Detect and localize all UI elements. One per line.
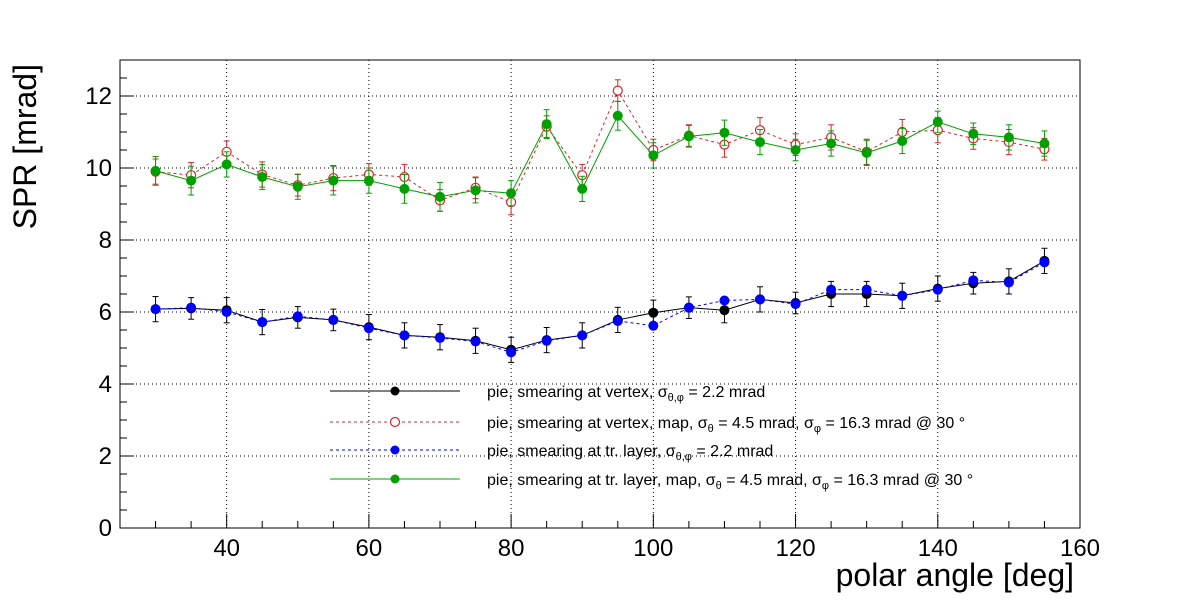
data-point	[577, 330, 588, 341]
data-point	[719, 295, 730, 306]
data-point	[719, 305, 730, 316]
data-point	[328, 175, 339, 186]
legend-label: pie, smearing at vertex, map, σθ = 4.5 m…	[487, 415, 965, 435]
data-point	[968, 275, 979, 286]
data-point	[932, 284, 943, 295]
data-point	[150, 165, 161, 176]
data-point	[968, 128, 979, 139]
x-tick-label: 80	[498, 535, 525, 562]
legend: pie, smearing at vertex, σθ,φ = 2.2 mrad…	[330, 384, 973, 492]
x-tick-label: 40	[213, 535, 240, 562]
series-line	[155, 89, 1045, 203]
data-point	[790, 145, 801, 155]
data-point	[1039, 257, 1050, 268]
data-point	[470, 336, 481, 347]
grid	[120, 60, 1080, 528]
data-point	[292, 311, 303, 322]
x-tick-label: 160	[1060, 535, 1100, 562]
data-point	[399, 330, 410, 341]
data-point	[363, 323, 374, 334]
series-line	[155, 261, 1045, 353]
legend-marker	[390, 445, 400, 455]
data-point	[363, 175, 374, 186]
x-tick-label: 120	[776, 535, 816, 562]
y-axis-label: SPR [mrad]	[7, 64, 43, 229]
data-point	[257, 172, 268, 182]
legend-label: pie, smearing at tr. layer, σθ,φ = 2.2 m…	[487, 443, 773, 463]
data-point	[790, 299, 801, 310]
data-point	[648, 320, 659, 331]
data-point	[826, 284, 837, 295]
data-point	[186, 302, 197, 313]
y-tick-label: 12	[85, 83, 112, 110]
x-axis-label: polar angle [deg]	[836, 557, 1074, 593]
data-point	[861, 284, 872, 295]
series-1	[150, 247, 1050, 363]
data-point	[541, 335, 552, 346]
data-point	[577, 183, 588, 194]
y-tick-label: 10	[85, 155, 112, 182]
data-point	[435, 332, 445, 343]
data-point	[1039, 138, 1050, 149]
data-point	[435, 191, 445, 202]
data-point	[292, 181, 303, 192]
series-layer	[150, 79, 1050, 363]
data-point	[648, 150, 659, 161]
axis-ticks: 40 60 80 100 120 140 160 0 2 4 6 8 10 12	[85, 77, 1100, 562]
data-point	[399, 183, 410, 194]
series-4	[150, 100, 1050, 212]
legend-label: pie, smearing at tr. layer, map, σθ = 4.…	[487, 472, 973, 492]
data-point	[683, 131, 694, 142]
y-tick-label: 2	[99, 443, 112, 470]
y-tick-label: 0	[99, 515, 112, 542]
x-tick-label: 100	[633, 535, 673, 562]
data-point	[506, 347, 517, 358]
data-point	[328, 314, 339, 325]
series-line	[155, 114, 1045, 198]
data-point	[221, 307, 232, 317]
legend-marker	[390, 386, 400, 396]
data-point	[648, 307, 659, 318]
y-tick-label: 4	[99, 371, 112, 398]
data-point	[612, 316, 623, 326]
data-point	[186, 175, 197, 186]
series-2	[150, 79, 1050, 216]
data-point	[932, 116, 943, 127]
data-point	[470, 185, 481, 196]
x-tick-label: 60	[356, 535, 383, 562]
data-point	[506, 188, 517, 199]
data-point	[897, 290, 908, 301]
x-tick-label: 140	[918, 535, 958, 562]
legend-marker	[390, 474, 400, 484]
legend-label: pie, smearing at vertex, σθ,φ = 2.2 mrad	[487, 384, 765, 404]
data-point	[826, 138, 837, 149]
data-point	[719, 127, 730, 138]
series-line	[155, 260, 1045, 351]
data-point	[150, 304, 161, 315]
data-point	[897, 136, 908, 146]
data-point	[612, 110, 623, 121]
data-point	[612, 85, 623, 96]
data-point	[541, 119, 552, 130]
data-point	[1003, 132, 1014, 143]
y-tick-label: 8	[99, 227, 112, 254]
data-point	[1003, 277, 1014, 288]
data-point	[755, 294, 765, 305]
data-point	[221, 159, 232, 170]
data-point	[861, 147, 872, 158]
series-3	[150, 257, 1050, 358]
data-point	[755, 137, 765, 148]
data-point	[683, 302, 694, 313]
data-point	[257, 317, 268, 328]
legend-marker	[389, 416, 401, 428]
y-tick-label: 6	[99, 299, 112, 326]
